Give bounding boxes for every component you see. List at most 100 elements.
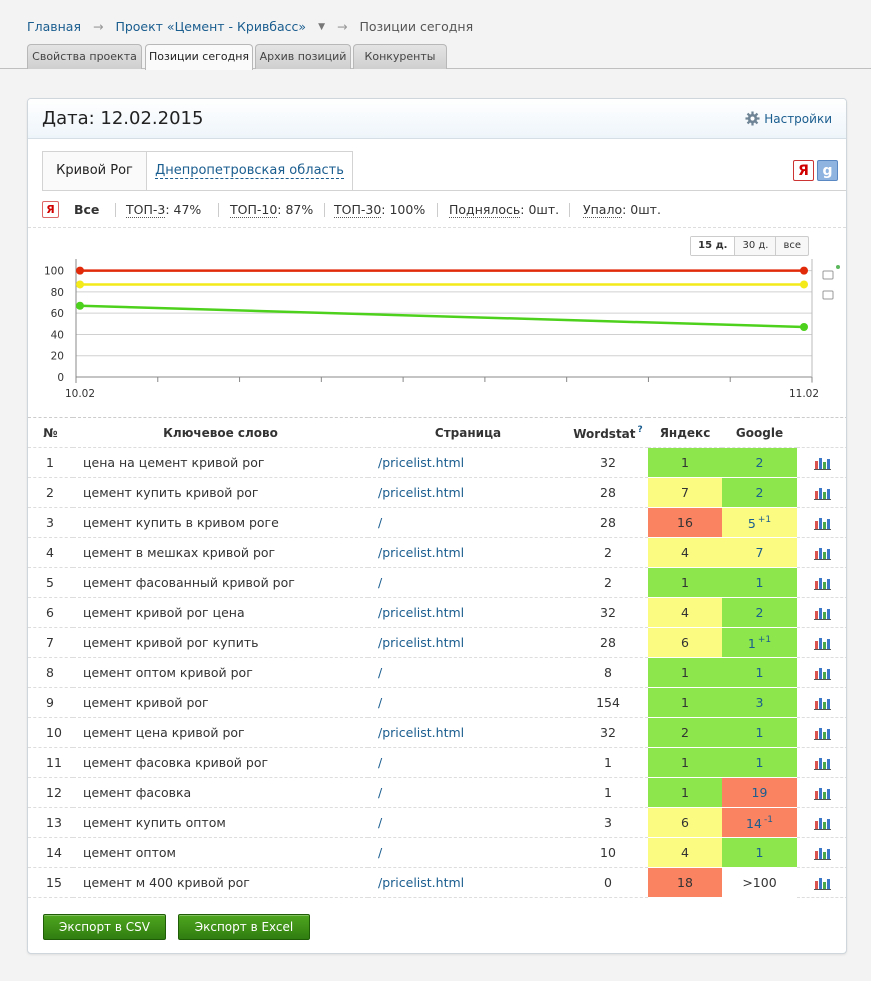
wordstat-cell: 10: [568, 837, 648, 868]
col-wordstat[interactable]: Wordstat?: [568, 417, 648, 448]
col-yandex[interactable]: Яндекс: [648, 417, 722, 448]
row-num: 5: [28, 567, 73, 598]
period-15-days[interactable]: 15 д.: [691, 237, 735, 255]
col-google[interactable]: Google: [722, 417, 797, 448]
page-link[interactable]: /pricelist.html: [378, 635, 465, 650]
bar-chart-icon[interactable]: [814, 516, 831, 531]
page-link[interactable]: /pricelist.html: [378, 485, 465, 500]
tab-competitors[interactable]: Конкуренты: [353, 44, 447, 69]
page-link[interactable]: /pricelist.html: [378, 725, 465, 740]
page-link[interactable]: /pricelist.html: [378, 455, 465, 470]
series-point[interactable]: [800, 323, 808, 332]
row-num: 14: [28, 837, 73, 868]
page-link[interactable]: /: [378, 785, 383, 800]
period-30-days[interactable]: 30 д.: [734, 237, 775, 255]
bar-chart-icon[interactable]: [814, 756, 831, 771]
bar-chart-icon[interactable]: [814, 816, 831, 831]
google-position: 2: [755, 455, 764, 470]
bar-chart-icon[interactable]: [814, 786, 831, 801]
stat-down[interactable]: Упало: 0шт.: [583, 202, 661, 218]
stat-top3[interactable]: ТОП-3: 47%: [126, 202, 201, 218]
breadcrumb-project-link[interactable]: Проект «Цемент - Кривбасс»: [115, 19, 307, 34]
series-point[interactable]: [76, 280, 84, 289]
page-link[interactable]: /: [378, 665, 383, 680]
bar-chart-icon[interactable]: [814, 456, 831, 471]
page-link[interactable]: /: [378, 515, 383, 530]
tab-positions-archive[interactable]: Архив позиций: [255, 44, 351, 69]
export-csv-button[interactable]: Экспорт в CSV: [43, 914, 166, 940]
yandex-position-cell: 1: [648, 567, 722, 598]
series-point[interactable]: [800, 280, 808, 289]
export-excel-button[interactable]: Экспорт в Excel: [178, 914, 310, 940]
yandex-position: 1: [681, 575, 689, 590]
region-tab-kryvyi-rih[interactable]: Кривой Рог: [42, 151, 147, 190]
bar-chart-icon[interactable]: [814, 636, 831, 651]
page-link[interactable]: /: [378, 695, 383, 710]
yandex-position-cell: 1: [648, 687, 722, 718]
wordstat-cell: 28: [568, 627, 648, 658]
divider: [324, 203, 325, 217]
google-position: >100: [742, 875, 777, 890]
keyword-cell: цемент м 400 кривой рог: [73, 867, 368, 898]
table-row: 3 цемент купить в кривом роге / 28 16 5 +1: [28, 507, 846, 538]
col-chart: [797, 417, 846, 448]
stat-top30[interactable]: ТОП-30: 100%: [334, 202, 425, 218]
settings-label: Настройки: [764, 112, 832, 126]
col-page[interactable]: Страница: [368, 417, 568, 448]
yandex-position-cell: 2: [648, 717, 722, 748]
comment-add-icon[interactable]: [822, 270, 834, 280]
tab-project-properties[interactable]: Свойства проекта: [27, 44, 142, 69]
chart-area: [28, 227, 846, 417]
project-tabs: Свойства проекта Позиции сегодня Архив п…: [0, 44, 871, 70]
series-point[interactable]: [800, 266, 808, 275]
wordstat-cell: 1: [568, 777, 648, 808]
series-point[interactable]: [76, 301, 84, 310]
yandex-position: 1: [681, 455, 689, 470]
yandex-position: 16: [677, 515, 693, 530]
breadcrumb-home-link[interactable]: Главная: [27, 19, 81, 34]
settings-link[interactable]: Настройки: [745, 111, 832, 126]
google-position: 2: [755, 605, 764, 620]
bar-chart-icon[interactable]: [814, 696, 831, 711]
bar-chart-icon[interactable]: [814, 486, 831, 501]
table-row: 14 цемент оптом / 10 4 1: [28, 837, 846, 868]
breadcrumb-arrow-icon: →: [92, 19, 104, 34]
stat-top10[interactable]: ТОП-10: 87%: [230, 202, 313, 218]
yandex-icon[interactable]: Я: [793, 160, 814, 181]
wordstat-cell: 28: [568, 477, 648, 508]
col-keyword[interactable]: Ключевое слово: [73, 417, 368, 448]
chevron-down-icon[interactable]: ▼: [318, 21, 325, 32]
page-link[interactable]: /: [378, 845, 383, 860]
bar-chart-icon[interactable]: [814, 546, 831, 561]
page-link[interactable]: /pricelist.html: [378, 605, 465, 620]
stat-up[interactable]: Поднялось: 0шт.: [449, 202, 559, 218]
table-row: 13 цемент купить оптом / 3 6 14 -1: [28, 807, 846, 838]
google-icon[interactable]: g: [817, 160, 838, 181]
keyword-cell: цемент кривой рог купить: [73, 627, 368, 658]
region-tab-dnipro-oblast[interactable]: Днепропетровская область: [146, 151, 353, 190]
bar-chart-icon[interactable]: [814, 726, 831, 741]
col-wordstat-label: Wordstat: [573, 426, 636, 441]
google-position: 1: [747, 635, 756, 651]
stat-down-value: : 0шт.: [622, 202, 661, 217]
series-point[interactable]: [76, 266, 84, 275]
stat-all[interactable]: Все: [74, 202, 100, 217]
page-link[interactable]: /: [378, 815, 383, 830]
page-link[interactable]: /: [378, 755, 383, 770]
table-row: 2 цемент купить кривой рог/pricelist.html…: [28, 477, 846, 508]
comment-info-icon[interactable]: [822, 290, 834, 300]
page-link[interactable]: /: [378, 575, 383, 590]
page-link[interactable]: /pricelist.html: [378, 875, 465, 890]
page-link[interactable]: /pricelist.html: [378, 545, 465, 560]
bar-chart-icon[interactable]: [814, 876, 831, 891]
google-position: 19: [751, 785, 768, 800]
bar-chart-icon[interactable]: [814, 666, 831, 681]
bar-chart-icon[interactable]: [814, 846, 831, 861]
help-icon[interactable]: ?: [637, 424, 643, 435]
bar-chart-icon[interactable]: [814, 576, 831, 591]
bar-chart-icon[interactable]: [814, 606, 831, 621]
period-all[interactable]: все: [775, 237, 808, 255]
tab-positions-today[interactable]: Позиции сегодня: [145, 44, 253, 70]
google-position-cell: 1: [722, 657, 797, 688]
google-position-cell: 3: [722, 687, 797, 718]
